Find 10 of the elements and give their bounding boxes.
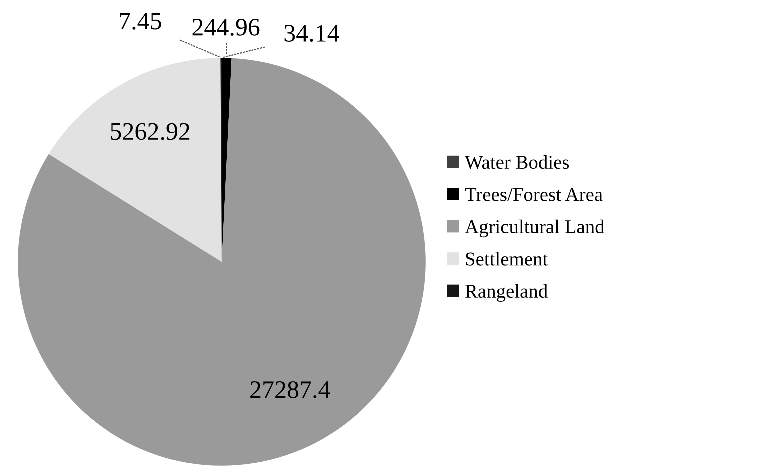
- legend-label: Water Bodies: [464, 155, 570, 170]
- data-label: 34.14: [284, 25, 340, 42]
- data-label: 27287.4: [250, 381, 330, 398]
- legend-label: Rangeland: [466, 284, 548, 302]
- data-label: 244.96: [192, 19, 260, 36]
- legend-label: Trees/Forest Area: [465, 188, 603, 202]
- legend-label: Agricultural Land: [465, 220, 605, 238]
- data-label: 5262.92: [111, 123, 190, 140]
- legend-label: Settlement: [466, 252, 548, 266]
- data-label: 7.45: [120, 13, 162, 30]
